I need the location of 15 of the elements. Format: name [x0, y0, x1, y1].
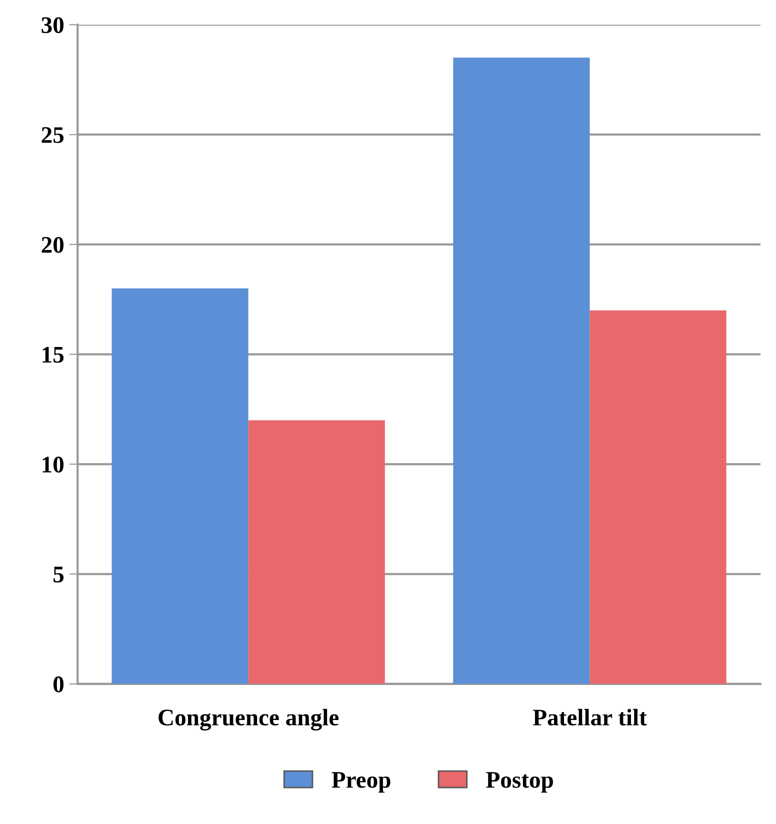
y-tick-label: 25: [42, 127, 64, 144]
bar: [112, 288, 248, 684]
legend-label: Preop: [332, 772, 390, 793]
y-tick-label: 10: [42, 456, 64, 473]
x-tick-label: Patellar tilt: [533, 708, 647, 726]
y-tick-label: 20: [42, 236, 64, 253]
y-tick-label: 0: [54, 676, 64, 692]
bar: [453, 58, 590, 684]
y-tick-label: 15: [42, 346, 64, 363]
x-tick-label: Congruence angle: [158, 708, 339, 731]
y-tick-label: 30: [42, 17, 64, 34]
y-tick-label: 5: [54, 566, 64, 582]
bar: [248, 420, 385, 684]
legend-label: Postop: [486, 772, 553, 793]
bar: [590, 310, 726, 684]
